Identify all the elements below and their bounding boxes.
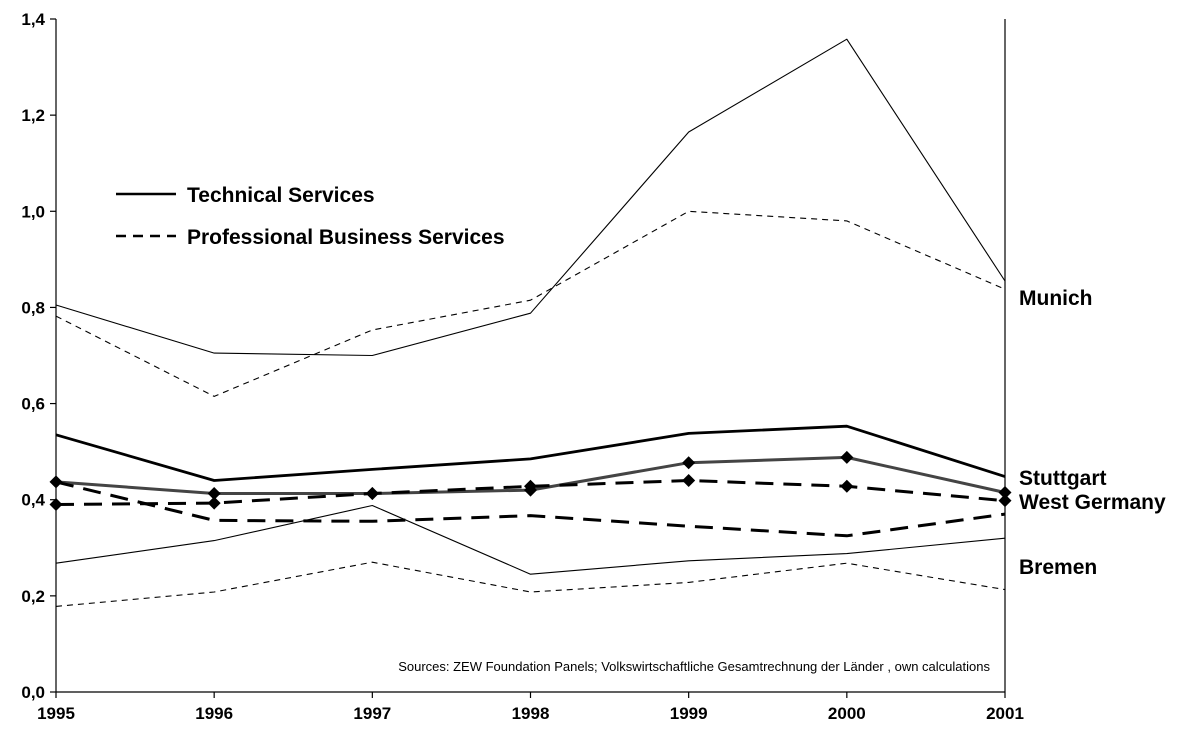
region-label-bremen: Bremen [1019,556,1097,579]
y-tick-label: 0,8 [21,298,45,317]
x-tick-label: 2001 [986,704,1024,723]
data-point-marker [207,486,221,500]
data-point-marker [998,486,1012,500]
series-line-bremen-technical-services [55,504,1006,575]
y-tick-label: 0,4 [21,491,45,510]
data-point-marker [840,479,854,493]
region-label-stuttgart: Stuttgart [1019,467,1107,490]
y-tick-label: 0,2 [21,587,45,606]
legend-label-technical: Technical Services [187,184,375,207]
x-tick-label: 1996 [195,704,233,723]
y-tick-label: 0,6 [21,395,45,414]
data-point-marker [365,486,379,500]
x-ticks: 1995 1996 1997 1998 1999 2000 2001 [37,692,1024,723]
data-point-marker [998,494,1012,508]
data-point-marker [207,496,221,510]
series-line-munich-technical-services [55,38,1006,357]
axes [55,19,1006,693]
series-line-stuttgart-technical-services [55,424,1006,482]
markers-layer [49,450,1012,512]
legend: Technical Services Professional Business… [116,184,505,249]
data-point-marker [840,450,854,464]
source-note: Sources: ZEW Foundation Panels; Volkswir… [398,659,990,674]
data-point-marker [524,479,537,493]
y-tick-label: 1,2 [21,106,45,125]
region-label-west-germany: West Germany [1019,491,1166,514]
legend-label-professional: Professional Business Services [187,226,505,249]
series-line-bremen-professional-business-services [55,561,1006,607]
y-tick-label: 1,0 [21,202,45,221]
x-tick-label: 1998 [512,704,550,723]
series-line-munich-professional-business-services [55,210,1006,397]
data-point-marker [682,456,696,470]
region-label-munich: Munich [1019,287,1093,310]
y-tick-label: 0,0 [21,683,45,702]
series-line-stuttgart-professional-business-services [55,480,1006,538]
series-layer [55,38,1006,607]
x-tick-label: 1997 [353,704,391,723]
x-tick-label: 2000 [828,704,866,723]
data-point-marker [682,473,696,487]
y-ticks: 0,0 0,2 0,4 0,6 0,8 1,0 1,2 1,4 [21,10,56,702]
x-tick-label: 1995 [37,704,75,723]
x-tick-label: 1999 [670,704,708,723]
y-tick-label: 1,4 [21,10,45,29]
data-point-marker [49,475,63,489]
data-point-marker [49,498,63,512]
